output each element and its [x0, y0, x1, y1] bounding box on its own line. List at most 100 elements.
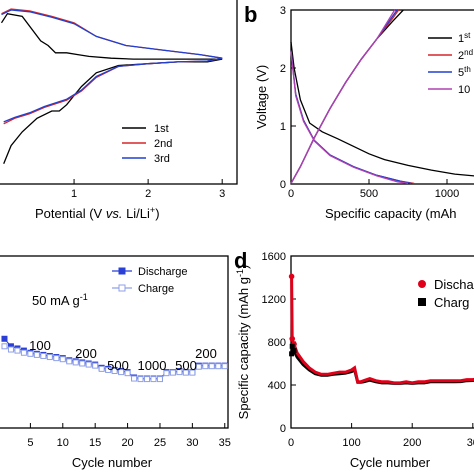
- panel-c-point-Charge: [163, 370, 170, 377]
- panel-c-point-Charge: [7, 346, 14, 353]
- panel-a-legend-label: 1st: [154, 123, 169, 135]
- panel-d-legend-label: Charg: [434, 295, 469, 310]
- panel-c-frame: [0, 255, 229, 429]
- panel-b-y-tick-label: 1: [280, 121, 286, 133]
- panel-c-point-Charge: [221, 363, 228, 370]
- panel-b: b 0 500 1000 0 1 2 3 1st 2nd 5th 10 Voltage (V) S…: [244, 2, 474, 221]
- panel-c-x-tick-label: 20: [121, 437, 133, 449]
- panel-c-point-Charge: [72, 359, 79, 366]
- panel-d-x-tick-label: 200: [403, 437, 421, 449]
- panel-c-point-Charge: [46, 354, 53, 361]
- panel-b-series-5th-charge: [290, 9, 398, 184]
- panel-d-band-Discha: [290, 276, 474, 385]
- panel-d-ticks: 010020030040080012001600: [262, 251, 474, 449]
- panel-b-x-tick-label: 0: [288, 188, 294, 200]
- panel-c-x-tick-label: 30: [186, 437, 198, 449]
- panel-a-curves: [0, 8, 223, 165]
- panel-c-point-Charge: [118, 369, 125, 376]
- panel-c-point-Charge: [98, 365, 105, 372]
- panel-b-series-1st-charge: [290, 9, 404, 184]
- panel-a-legend-label: 2nd: [154, 138, 172, 150]
- panel-a-x-axis-label: Potential (V vs. Li/Li+): [35, 205, 160, 221]
- panel-c-point-Charge: [156, 376, 163, 383]
- panel-d-legend-marker: [418, 280, 426, 288]
- panel-c-point-Charge: [85, 361, 92, 368]
- panel-c-point-Charge: [124, 370, 131, 377]
- panel-c-curves: [1, 335, 228, 383]
- panel-c-point-Charge: [150, 376, 157, 383]
- panel-d-y-tick-label: 1200: [262, 294, 286, 306]
- panel-d-legend: Discha Charg: [418, 277, 474, 310]
- panel-b-legend-label: 2nd: [458, 48, 473, 63]
- panel-d-y-axis-label: Specific capacity (mAh g-1): [235, 265, 251, 420]
- panel-b-series-100th-charge: [290, 9, 396, 184]
- panel-c-rate-label: 200: [195, 346, 217, 361]
- panel-b-series-1st-discharge: [290, 41, 474, 177]
- panel-b-series-2nd-discharge: [290, 50, 415, 185]
- panel-d-point-Discha: [288, 273, 295, 280]
- panel-d-y-tick-label: 800: [268, 337, 286, 349]
- panel-b-series-5th-discharge: [290, 50, 412, 185]
- panel-c-rate-label: 500: [175, 358, 197, 373]
- panel-c-point-Charge: [144, 376, 151, 383]
- panel-c-point-Charge: [20, 349, 27, 356]
- panel-c-rate-label: 100: [29, 338, 51, 353]
- panel-b-frame: [290, 9, 474, 185]
- panel-c-legend: Discharge Charge: [112, 266, 188, 295]
- panel-a-legend: 1st 2nd 3rd: [122, 123, 172, 165]
- panel-c-point-Charge: [14, 347, 21, 354]
- panel-d-y-tick-label: 1600: [262, 251, 286, 263]
- panel-d-point-Charg: [289, 343, 295, 349]
- panel-c-point-Charge: [169, 369, 176, 376]
- panel-c-point-Charge: [1, 343, 8, 350]
- panel-c-x-tick-label: 25: [154, 437, 166, 449]
- panel-d-x-axis-label: Cycle number: [350, 455, 431, 470]
- panel-c-point-Charge: [111, 368, 118, 375]
- panel-c-point-Charge: [105, 366, 112, 373]
- panel-c-x-tick-label: 5: [27, 437, 33, 449]
- panel-b-y-tick-label: 2: [280, 63, 286, 75]
- panel-d-curves: [288, 273, 474, 385]
- panel-c-point-Charge: [208, 363, 215, 370]
- panel-a-x-tick-label: 1: [71, 188, 77, 200]
- panel-c-legend-label: Discharge: [138, 266, 188, 278]
- panel-c-point-Charge: [131, 375, 138, 382]
- panel-b-y-tick-label: 0: [280, 179, 286, 191]
- panel-d-legend-marker: [418, 298, 426, 306]
- panel-d-letter: d: [234, 248, 247, 273]
- panel-b-legend: 1st 2nd 5th 10: [428, 31, 473, 96]
- panel-a-series-3rd: [1, 9, 223, 123]
- panel-d-y-tick-label: 400: [268, 380, 286, 392]
- panel-b-x-axis-label: Specific capacity (mAh: [325, 206, 457, 221]
- panel-b-legend-label: 1st: [458, 31, 471, 46]
- panel-a-x-ticks: 1 2 3: [71, 179, 225, 200]
- panel-a-series-1st: [0, 12, 223, 165]
- panel-c-rate-label: 500: [107, 358, 129, 373]
- panel-a-legend-label: 3rd: [154, 153, 170, 165]
- panel-c-rate-label: 50 mA g-1: [32, 292, 88, 308]
- panel-a-series-2nd: [1, 8, 223, 125]
- panel-d-x-tick-label: 100: [342, 437, 360, 449]
- panel-b-curves: [290, 9, 474, 185]
- panel-b-x-tick-label: 1000: [435, 188, 459, 200]
- panel-d-x-tick-label: 30: [467, 437, 474, 449]
- panel-c-point-Charge: [59, 356, 66, 363]
- panel-c-point-Charge: [202, 363, 209, 370]
- panel-b-letter: b: [244, 2, 257, 27]
- panel-d-legend-label: Discha: [434, 277, 474, 292]
- panel-b-series-2nd-charge: [290, 9, 400, 184]
- panel-c-rate-label: 1000: [138, 358, 167, 373]
- panel-a-frame: [0, 0, 238, 185]
- panel-c-x-tick-label: 15: [89, 437, 101, 449]
- panel-b-x-tick-label: 500: [360, 188, 378, 200]
- panel-c-point-Charge: [137, 376, 144, 383]
- panel-b-series-100th-discharge: [290, 51, 409, 185]
- panel-c-rate-label: 200: [75, 346, 97, 361]
- panel-d-band-Charg: [290, 345, 474, 385]
- panel-c-point-Charge: [195, 363, 202, 370]
- panel-c-point-Charge: [189, 369, 196, 376]
- panel-b-legend-label: 10: [458, 84, 470, 96]
- panel-b-y-axis-label: Voltage (V): [254, 65, 269, 129]
- panel-d-point-Discha: [289, 335, 296, 342]
